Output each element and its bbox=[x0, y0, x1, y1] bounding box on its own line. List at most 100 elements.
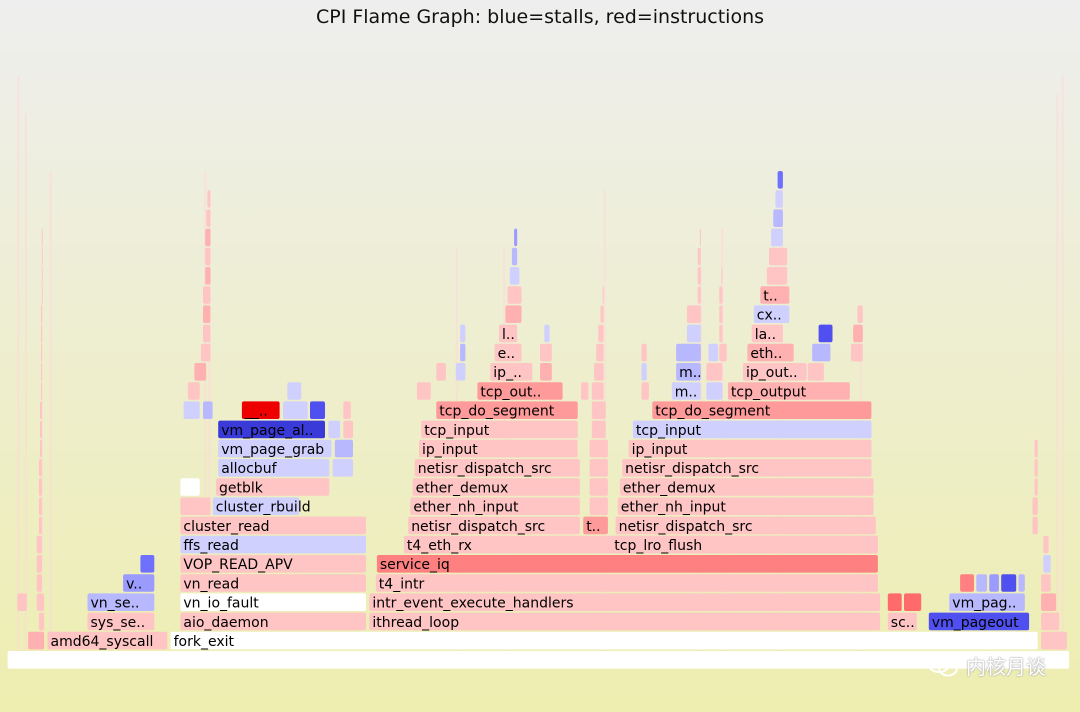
frame-rect[interactable] bbox=[180, 593, 366, 611]
flame-frame[interactable] bbox=[343, 420, 353, 439]
frame-rect[interactable] bbox=[216, 478, 330, 496]
frame-rect[interactable] bbox=[760, 286, 790, 304]
flame-frame[interactable] bbox=[591, 382, 604, 400]
frame-rect[interactable] bbox=[594, 363, 604, 381]
frame-rect[interactable] bbox=[419, 439, 578, 458]
flame-frame[interactable] bbox=[436, 363, 446, 381]
frame-rect[interactable] bbox=[1041, 612, 1060, 631]
frame-rect[interactable] bbox=[490, 363, 533, 381]
frame-rect[interactable] bbox=[615, 516, 876, 535]
flame-frame[interactable]: t.. bbox=[760, 286, 790, 304]
flame-frame[interactable] bbox=[641, 382, 649, 400]
frame-rect[interactable] bbox=[514, 228, 518, 247]
flame-frame[interactable]: ip_.. bbox=[490, 363, 533, 381]
flame-frame[interactable] bbox=[719, 324, 723, 343]
flame-frame[interactable] bbox=[416, 382, 431, 400]
flame-frame[interactable] bbox=[40, 420, 42, 439]
frame-rect[interactable] bbox=[727, 382, 850, 400]
flame-frame[interactable]: vn_se.. bbox=[87, 593, 155, 612]
frame-rect[interactable] bbox=[697, 286, 701, 304]
flame-frame[interactable] bbox=[581, 382, 589, 400]
flame-frame[interactable] bbox=[818, 324, 833, 343]
flame-frame[interactable] bbox=[203, 401, 213, 419]
flame-frame[interactable] bbox=[989, 574, 999, 592]
frame-rect[interactable] bbox=[499, 324, 518, 343]
flame-frame[interactable]: v.. bbox=[123, 574, 155, 592]
frame-rect[interactable] bbox=[42, 286, 43, 304]
flame-frame[interactable] bbox=[960, 574, 974, 592]
flame-frame[interactable] bbox=[38, 497, 42, 515]
flame-frame[interactable] bbox=[511, 247, 518, 266]
flame-frame[interactable] bbox=[1041, 631, 1067, 650]
frame-rect[interactable] bbox=[697, 267, 701, 285]
flame-frame[interactable]: eth.. bbox=[747, 343, 794, 362]
frame-rect[interactable] bbox=[205, 228, 211, 247]
flame-frame[interactable]: vm_page_grab bbox=[218, 439, 332, 458]
frame-rect[interactable] bbox=[818, 324, 833, 343]
frame-rect[interactable] bbox=[38, 612, 45, 631]
frame-rect[interactable] bbox=[194, 363, 207, 381]
flame-frame[interactable] bbox=[41, 343, 42, 362]
frame-rect[interactable] bbox=[641, 363, 647, 381]
frame-rect[interactable] bbox=[140, 555, 155, 573]
frame-rect[interactable] bbox=[40, 401, 42, 419]
frame-rect[interactable] bbox=[218, 439, 332, 458]
flame-frame[interactable]: allocbuf bbox=[218, 459, 330, 477]
frame-rect[interactable] bbox=[773, 209, 783, 227]
frame-rect[interactable] bbox=[40, 439, 42, 458]
flame-frame[interactable] bbox=[1001, 574, 1017, 592]
frame-rect[interactable] bbox=[47, 631, 168, 650]
frame-rect[interactable] bbox=[494, 343, 522, 362]
flame-frame[interactable]: netisr_dispatch_src bbox=[414, 459, 580, 477]
flame-frame[interactable]: netisr_dispatch_src bbox=[622, 459, 872, 477]
frame-rect[interactable] bbox=[180, 555, 366, 573]
frame-rect[interactable] bbox=[205, 267, 211, 285]
flame-frame[interactable]: __.. bbox=[241, 401, 280, 420]
flame-frame[interactable]: t4_intr bbox=[375, 574, 878, 592]
frame-rect[interactable] bbox=[180, 612, 366, 631]
frame-rect[interactable] bbox=[180, 478, 200, 496]
frame-rect[interactable] bbox=[87, 593, 155, 611]
frame-rect[interactable] bbox=[851, 343, 863, 362]
flame-frame[interactable] bbox=[41, 305, 42, 323]
flame-frame[interactable] bbox=[600, 305, 604, 323]
frame-rect[interactable] bbox=[375, 574, 878, 592]
flame-frame[interactable]: t.. bbox=[583, 516, 608, 535]
frame-rect[interactable] bbox=[641, 382, 649, 400]
flame-frame[interactable] bbox=[187, 382, 200, 400]
flame-frame[interactable]: ip_input bbox=[628, 439, 872, 458]
flame-frame[interactable] bbox=[706, 363, 723, 381]
flame-frame[interactable] bbox=[591, 420, 606, 439]
flame-frame[interactable]: e.. bbox=[494, 343, 522, 362]
frame-rect[interactable] bbox=[203, 324, 211, 343]
frame-rect[interactable] bbox=[976, 574, 987, 592]
flame-frame[interactable]: ip_out.. bbox=[743, 363, 807, 381]
flame-frame[interactable]: sys_se.. bbox=[87, 612, 155, 631]
frame-rect[interactable] bbox=[766, 267, 788, 285]
frame-rect[interactable] bbox=[1018, 574, 1025, 592]
flame-frame[interactable] bbox=[1041, 574, 1051, 592]
frame-rect[interactable] bbox=[1043, 555, 1051, 573]
frame-rect[interactable] bbox=[719, 305, 723, 323]
flame-frame[interactable] bbox=[904, 593, 922, 611]
frame-rect[interactable] bbox=[589, 459, 608, 477]
flame-frame[interactable] bbox=[28, 631, 45, 650]
flame-frame[interactable] bbox=[1041, 593, 1057, 611]
flame-frame[interactable]: m.. bbox=[676, 363, 702, 381]
flame-frame[interactable] bbox=[460, 324, 466, 343]
flame-frame[interactable]: tcp_do_segment bbox=[652, 401, 872, 420]
flame-frame[interactable] bbox=[853, 324, 863, 343]
flame-frame[interactable] bbox=[697, 247, 701, 266]
frame-rect[interactable] bbox=[771, 228, 783, 247]
flame-frame[interactable] bbox=[686, 305, 701, 323]
frame-rect[interactable] bbox=[408, 516, 580, 535]
frame-rect[interactable] bbox=[328, 420, 341, 439]
flame-frame[interactable] bbox=[540, 343, 552, 362]
flame-frame[interactable] bbox=[205, 267, 211, 285]
flame-frame[interactable]: cluster_rbuild bbox=[212, 497, 311, 516]
frame-rect[interactable] bbox=[416, 382, 431, 400]
flame-frame[interactable] bbox=[332, 459, 353, 477]
frame-rect[interactable] bbox=[334, 439, 353, 458]
frame-rect[interactable] bbox=[751, 324, 783, 343]
frame-rect[interactable] bbox=[699, 228, 701, 247]
